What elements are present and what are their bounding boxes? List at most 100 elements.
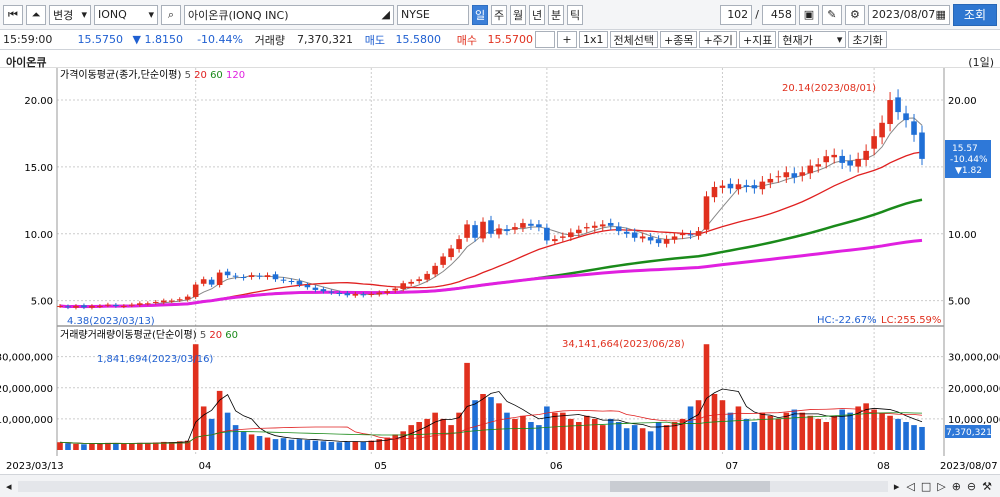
price-tick-label: 5.00 [31,297,53,308]
volume-bar [536,425,542,450]
add-indicator-button[interactable]: +지표 [738,31,777,48]
candle-body [89,305,95,308]
volume-tick-label: 30,000,000 [0,353,53,364]
candle-body [647,237,654,241]
candle-body [695,231,702,236]
zoom-in-icon[interactable]: ⊕ [951,479,961,493]
scroll-thumb[interactable] [609,480,770,492]
ma5-line [59,117,923,308]
volume-bar [607,418,614,450]
candle-body [360,294,367,296]
add-period-button[interactable]: +주기 [699,31,737,48]
mode-select[interactable]: 변경 ▾ [49,4,91,25]
volume-bar [216,390,223,450]
chart-area[interactable]: 5.005.0010.0010.0015.0015.0020.0020.0010… [0,68,1000,474]
stock-name-field[interactable]: 아이온큐(IONQ INC) ◢ [184,4,394,25]
candle-body [248,275,255,278]
volume-bar [57,442,63,450]
volume-bar [655,422,662,450]
scroll-left-icon[interactable]: ◂ [6,479,12,493]
volume-bar [751,422,758,450]
candle-body [560,236,566,238]
last-price-tag [945,140,991,178]
candle-body [536,224,542,228]
pen-icon[interactable]: ✎ [821,4,842,25]
volume-bar [679,418,686,450]
add-symbol-button[interactable]: +종목 [660,31,698,48]
ticker-value: IONQ [98,8,127,21]
volume-bar [336,442,343,450]
volume-bar [232,425,239,450]
save-icon[interactable]: ▣ [798,4,819,25]
checkbox[interactable] [535,31,555,48]
tab-month[interactable]: 월 [510,4,526,25]
candle-body [703,196,710,230]
candle-body [631,232,638,238]
tab-minute[interactable]: 분 [548,4,564,25]
volume-bar [488,397,494,450]
candle-body [200,279,207,284]
settings-icon[interactable]: ⚙ [844,4,865,25]
stop-icon[interactable]: □ [920,479,932,493]
candle-body [176,299,183,301]
candle-body [152,301,159,303]
price-ma-lines [59,117,923,309]
volume-bar [320,441,327,450]
volume-bar [264,437,271,450]
lookup-button[interactable]: 조회 [952,3,997,26]
scroll-track[interactable] [17,480,888,492]
volume-bar [105,442,111,450]
date-picker[interactable]: 2023/08/07 ▦ [867,4,950,25]
volume-bar [89,443,95,450]
candle-body [121,305,127,307]
volume-bar [703,344,710,450]
candle-body [264,275,271,278]
bottom-scrollbar[interactable]: ◂ ▸ ◁ □ ▷ ⊕ ⊖ ⚒ [0,474,1000,497]
candle-body [208,279,215,285]
quote-bar: 15:59:00 15.5750 ▼ 1.8150 -10.44% 거래량 7,… [0,30,1000,50]
ticker-input[interactable]: IONQ ▾ [94,4,158,25]
candle-body [97,305,103,307]
ratio-button[interactable]: 1x1 [579,31,608,48]
next-icon[interactable]: ▷ [937,479,946,493]
tab-week[interactable]: 주 [491,4,507,25]
prev-icon[interactable]: ◁ [906,479,915,493]
panel-header: 아이온큐 (1일) [0,53,1000,69]
zoom-out-icon[interactable]: ⊖ [966,479,977,493]
page-current[interactable]: 102 [720,4,753,25]
candle-body [232,275,239,277]
volume-ma5-line [59,388,923,445]
volume-bar [504,412,510,450]
volume-bar [137,442,143,450]
candle-body [240,277,247,279]
plus-button[interactable]: + [557,31,577,48]
volume-bar [759,412,766,450]
bid-value: 15.5700 [487,33,534,46]
mode-value: 변경 [53,8,74,22]
tab-day[interactable]: 일 [472,4,488,25]
select-all-button[interactable]: 전체선택 [609,31,658,48]
candle-body [113,304,119,306]
volume-bar [408,425,414,450]
price-tick-label: 15.00 [24,163,53,174]
scroll-right-icon[interactable]: ▸ [893,479,900,493]
first-page-button[interactable]: ⏮ [3,4,23,25]
candle-body [775,176,782,178]
candle-body [424,273,430,280]
candle-body [129,304,135,306]
volume-bar [400,431,406,450]
volume-ma60-line [59,412,923,444]
volume-label: 거래량 [254,33,285,47]
reset-button[interactable]: 초기화 [848,31,887,48]
candle-body [504,229,510,232]
candle-body [687,234,694,236]
tab-tick[interactable]: 틱 [567,4,583,25]
price-type-select[interactable]: 현재가 ▾ [778,31,847,48]
wrench-icon[interactable]: ⚒ [982,479,992,493]
quote-time: 15:59:00 [3,33,53,46]
tab-year[interactable]: 년 [529,4,545,25]
last-price: 15.57 [952,144,978,154]
up-button[interactable]: ⏶ [26,4,46,25]
candle-body [823,156,830,163]
search-icon[interactable]: ⌕ [161,4,181,25]
